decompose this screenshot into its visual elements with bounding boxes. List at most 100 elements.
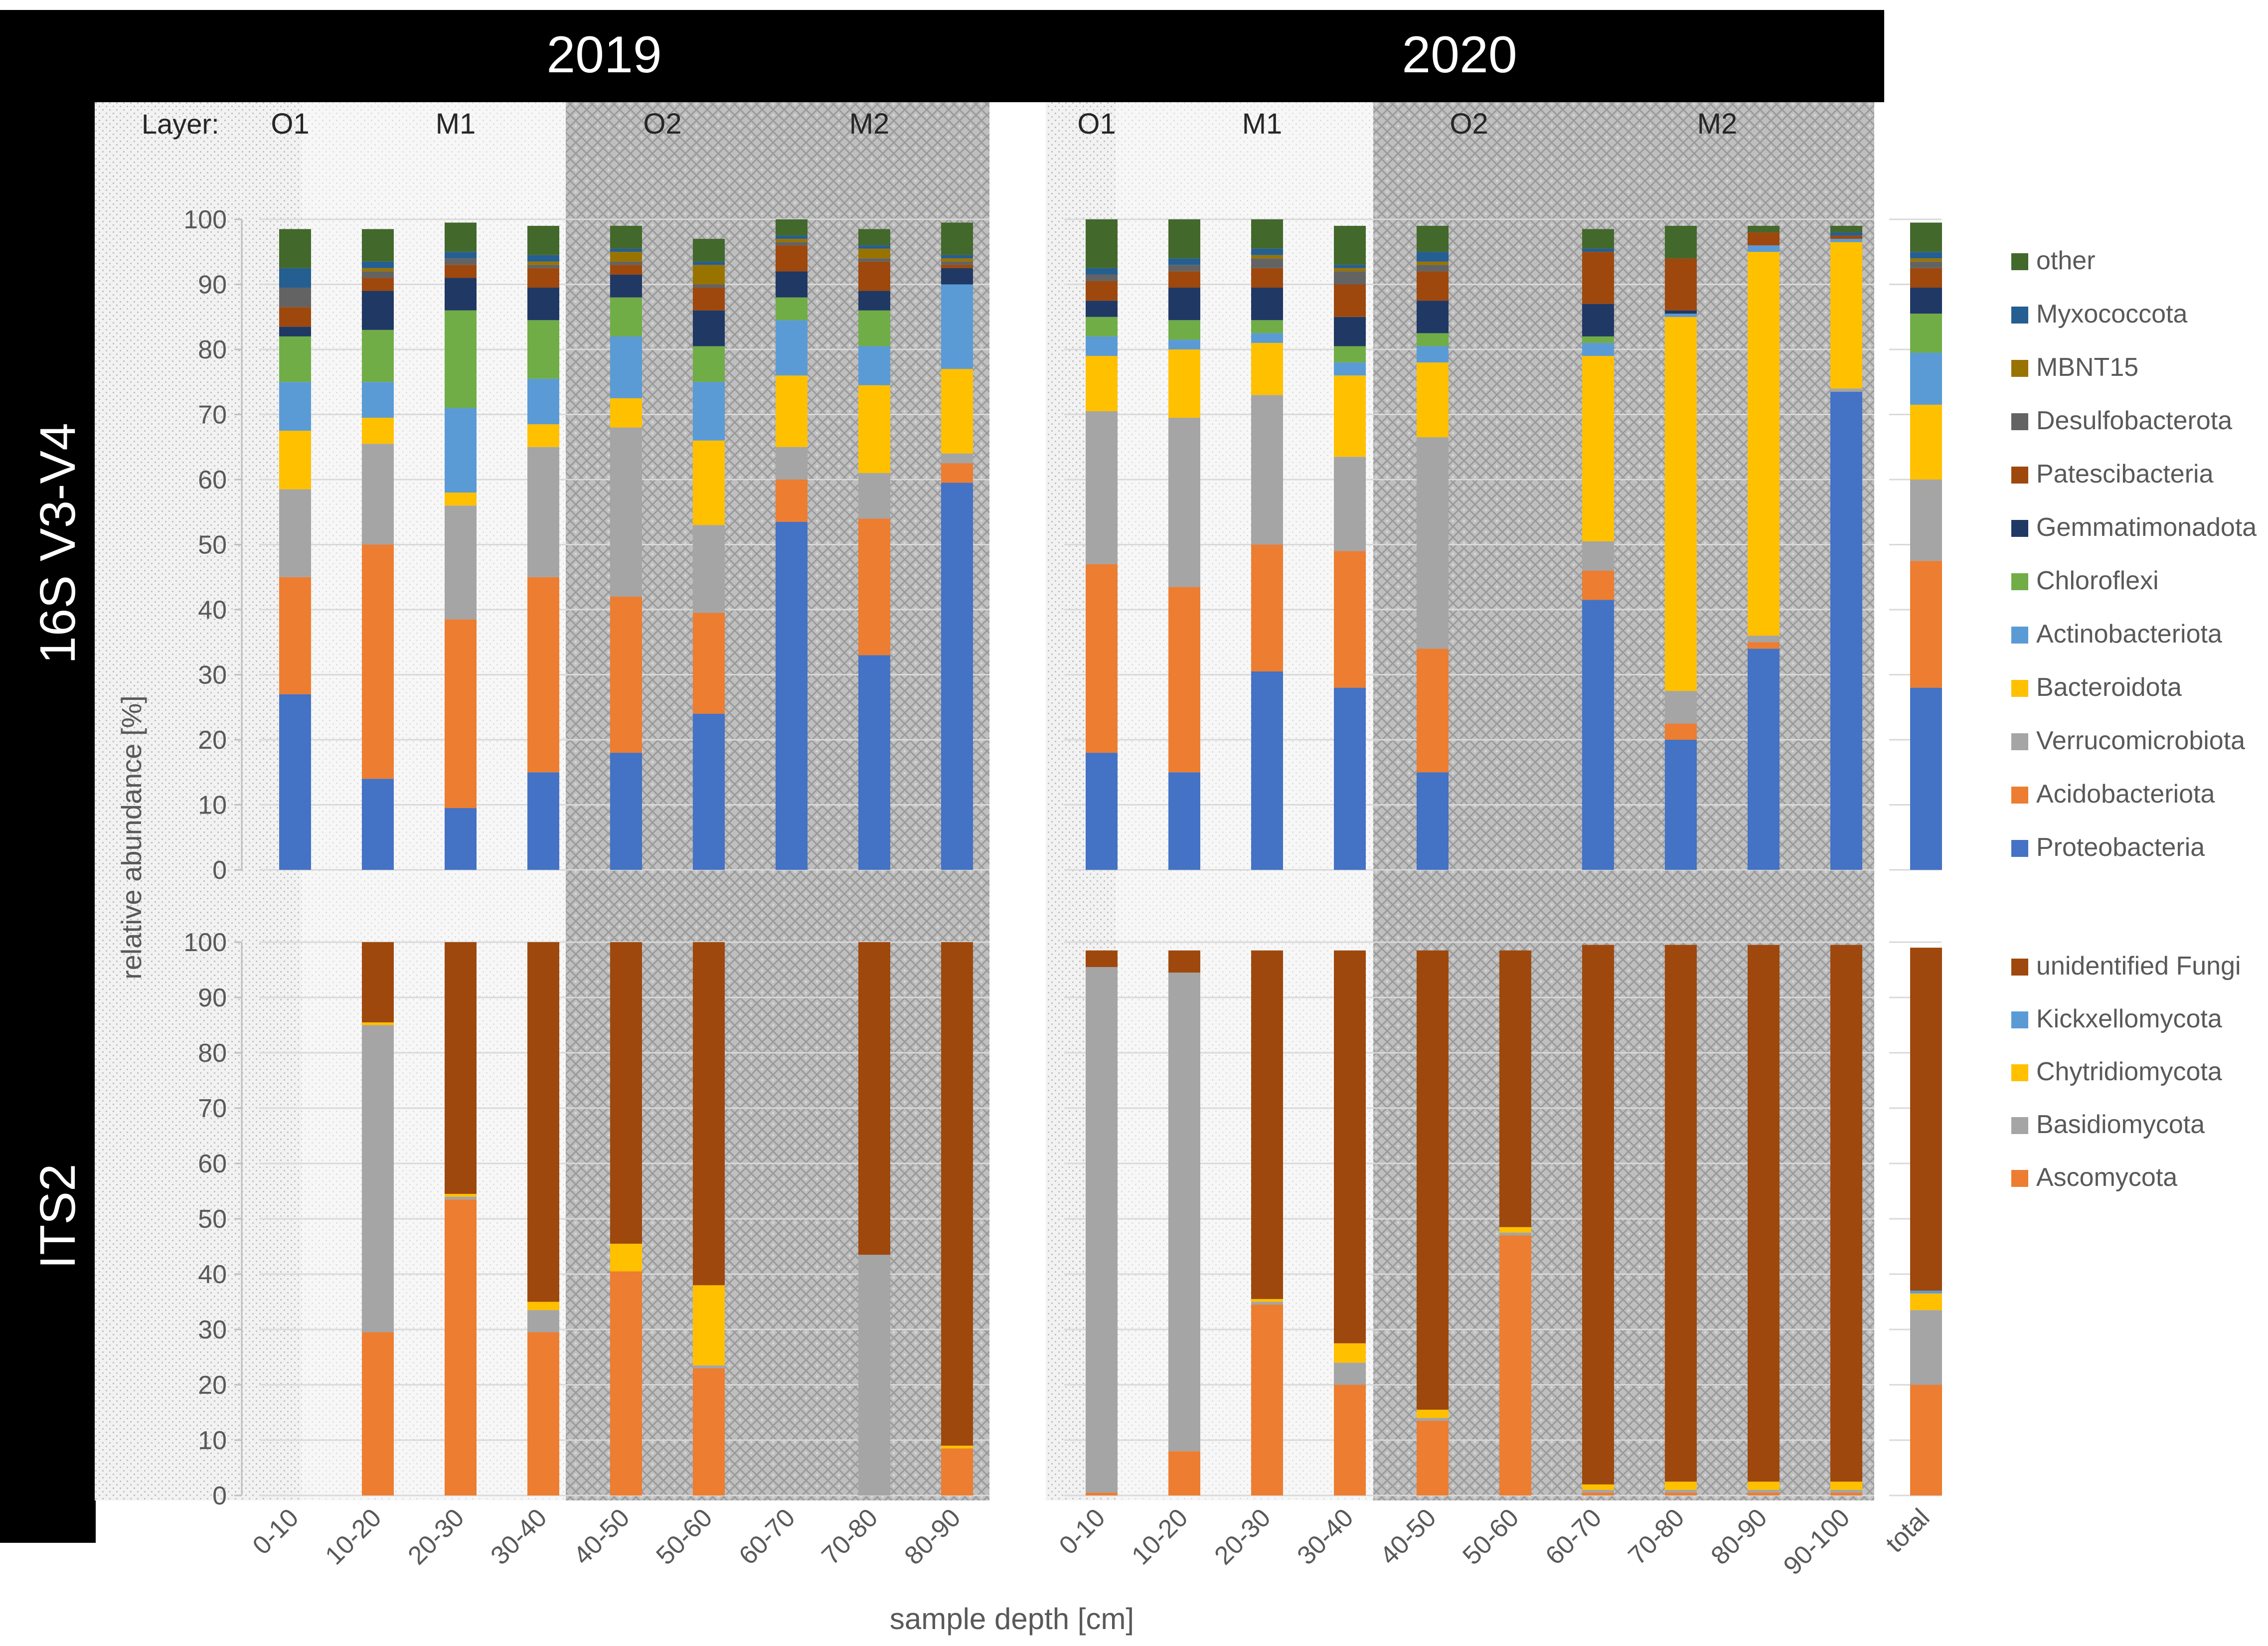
legend-swatch-desulfobacterota — [2011, 413, 2028, 430]
x-tick-2020-50-60: 50-60 — [1457, 1503, 1524, 1570]
legend-label-other: other — [2036, 246, 2096, 275]
background-2019-0 — [95, 102, 302, 1500]
bar-its2-2020-50-60-ascomycota — [1499, 1235, 1531, 1495]
bar-its2-2020-90-100-ascomycota — [1830, 1492, 1862, 1495]
x-tick-2019-40-50: 40-50 — [568, 1503, 635, 1570]
bar-16s-2020-0-10-verrucomicrobiota — [1086, 411, 1118, 564]
bar-16s-2019-0-10-myxococcota — [279, 268, 311, 288]
bar-16s-2020-60-70-other — [1582, 229, 1614, 249]
bar-its2-2020-70-80-ascomycota — [1665, 1492, 1697, 1495]
bar-16s-2020-60-70-proteobacteria — [1582, 600, 1614, 870]
legend-swatch-bacteroidota — [2011, 680, 2028, 697]
bar-16s-2019-40-50-acidobacteriota — [610, 596, 642, 753]
bar-16s-2020-80-90-acidobacteriota — [1748, 642, 1780, 649]
bar-its2-2020-40-50-basidiomycota — [1417, 1418, 1449, 1421]
bar-16s-2019-80-90-myxococcota — [941, 255, 973, 259]
bar-16s-2019-60-70-myxococcota — [776, 235, 808, 239]
bar-16s-2019-30-40-mbnt15 — [527, 261, 559, 265]
bar-16s-total-total-bacteroidota — [1910, 404, 1942, 480]
bar-16s-2020-30-40-bacteroidota — [1334, 375, 1366, 457]
bar-16s-2020-90-100-proteobacteria — [1830, 391, 1862, 870]
legend-label-verrucomicrobiota: Verrucomicrobiota — [2036, 726, 2245, 755]
x-tick-2019-60-70: 60-70 — [733, 1503, 801, 1570]
y-tick-label: 10 — [198, 1426, 227, 1455]
bar-16s-2020-20-30-gemmatimonadota — [1251, 288, 1283, 321]
bar-16s-2019-30-40-desulfobacterota — [527, 265, 559, 268]
bar-16s-2019-30-40-patescibacteria — [527, 268, 559, 288]
bar-16s-2019-30-40-other — [527, 226, 559, 255]
layer-name-2019-o1: O1 — [271, 108, 309, 140]
bar-16s-2020-40-50-actinobacteriota — [1417, 346, 1449, 363]
bar-its2-2020-0-10-basidiomycota — [1086, 967, 1118, 1493]
x-tick-2019-20-30: 20-30 — [402, 1503, 470, 1570]
bar-16s-2019-0-10-proteobacteria — [279, 694, 311, 870]
bar-16s-2020-70-80-gemmatimonadota — [1665, 310, 1697, 314]
bar-16s-2020-20-30-patescibacteria — [1251, 268, 1283, 288]
bar-16s-2019-0-10-desulfobacterota — [279, 288, 311, 308]
legend-swatch-mbnt15 — [2011, 360, 2028, 377]
bar-16s-2020-40-50-bacteroidota — [1417, 362, 1449, 438]
bar-16s-2019-50-60-verrucomicrobiota — [693, 525, 725, 613]
bar-16s-2019-60-70-proteobacteria — [776, 521, 808, 870]
bar-16s-2020-20-30-desulfobacterota — [1251, 258, 1283, 268]
bar-16s-2019-10-20-acidobacteriota — [362, 544, 394, 779]
bar-16s-2020-20-30-other — [1251, 219, 1283, 249]
bar-16s-2019-40-50-proteobacteria — [610, 753, 642, 870]
bar-16s-2020-10-20-bacteroidota — [1168, 349, 1200, 418]
bar-16s-2020-0-10-bacteroidota — [1086, 356, 1118, 411]
bar-16s-2019-0-10-chloroflexi — [279, 336, 311, 382]
bar-its2-2020-50-60-unidentified-fungi — [1499, 950, 1531, 1227]
bar-16s-2019-50-60-proteobacteria — [693, 713, 725, 870]
bar-16s-2019-80-90-verrucomicrobiota — [941, 453, 973, 464]
bar-its2-2019-50-60-unidentified-fungi — [693, 942, 725, 1286]
bar-16s-2020-0-10-other — [1086, 219, 1118, 268]
bar-16s-2019-30-40-chloroflexi — [527, 320, 559, 379]
layer-name-2020-m2: M2 — [1697, 108, 1738, 140]
bar-16s-total-total-gemmatimonadota — [1910, 288, 1942, 314]
bar-16s-2019-50-60-myxococcota — [693, 261, 725, 265]
bar-16s-2019-40-50-chloroflexi — [610, 297, 642, 336]
x-tick-2019-80-90: 80-90 — [899, 1503, 966, 1570]
bar-16s-2019-30-40-proteobacteria — [527, 772, 559, 870]
legend-label-bacteroidota: Bacteroidota — [2036, 673, 2182, 702]
bar-16s-2020-70-80-bacteroidota — [1665, 317, 1697, 691]
bar-its2-2020-70-80-basidiomycota — [1665, 1489, 1697, 1493]
legend-label-gemmatimonadota: Gemmatimonadota — [2036, 513, 2257, 542]
bar-its2-2020-30-40-ascomycota — [1334, 1385, 1366, 1495]
bar-its2-2020-50-60-chytridiomycota — [1499, 1227, 1531, 1233]
bar-16s-2019-10-20-patescibacteria — [362, 278, 394, 291]
bar-16s-2019-70-80-other — [858, 229, 890, 246]
bar-its2-2019-80-90-chytridiomycota — [941, 1446, 973, 1449]
y-tick-label: 90 — [198, 271, 227, 300]
bar-16s-2019-60-70-chloroflexi — [776, 297, 808, 321]
y-tick-label: 80 — [198, 335, 227, 364]
bar-16s-2020-40-50-other — [1417, 226, 1449, 252]
bar-16s-2020-80-90-proteobacteria — [1748, 649, 1780, 870]
bar-its2-2020-20-30-chytridiomycota — [1251, 1299, 1283, 1302]
bar-16s-2020-30-40-desulfobacterota — [1334, 271, 1366, 285]
bar-its2-total-total-ascomycota — [1910, 1385, 1942, 1495]
bar-16s-2019-40-50-gemmatimonadota — [610, 274, 642, 298]
bar-its2-2020-60-70-ascomycota — [1582, 1492, 1614, 1495]
year-label-2020: 2020 — [1402, 26, 1517, 84]
bar-16s-2020-10-20-chloroflexi — [1168, 320, 1200, 340]
bar-its2-2020-60-70-unidentified-fungi — [1582, 945, 1614, 1484]
bar-16s-2019-80-90-gemmatimonadota — [941, 268, 973, 285]
bar-16s-2019-70-80-proteobacteria — [858, 655, 890, 870]
legend-swatch-acidobacteriota — [2011, 787, 2028, 804]
banner-left — [0, 102, 96, 1543]
bar-16s-2019-20-30-chloroflexi — [445, 310, 477, 408]
x-tick-2020-40-50: 40-50 — [1374, 1503, 1442, 1570]
legend-swatch-verrucomicrobiota — [2011, 733, 2028, 750]
legend-label-mbnt15: MBNT15 — [2036, 353, 2138, 382]
bar-its2-2019-10-20-ascomycota — [362, 1332, 394, 1495]
bar-its2-2020-90-100-basidiomycota — [1830, 1489, 1862, 1493]
bar-16s-2019-10-20-mbnt15 — [362, 268, 394, 272]
bar-its2-2019-40-50-ascomycota — [610, 1271, 642, 1495]
bar-16s-2019-50-60-other — [693, 239, 725, 262]
bar-16s-2019-60-70-mbnt15 — [776, 239, 808, 242]
bar-its2-2020-30-40-chytridiomycota — [1334, 1343, 1366, 1363]
bar-its2-total-total-chytridiomycota — [1910, 1293, 1942, 1311]
bar-16s-2020-10-20-gemmatimonadota — [1168, 288, 1200, 321]
